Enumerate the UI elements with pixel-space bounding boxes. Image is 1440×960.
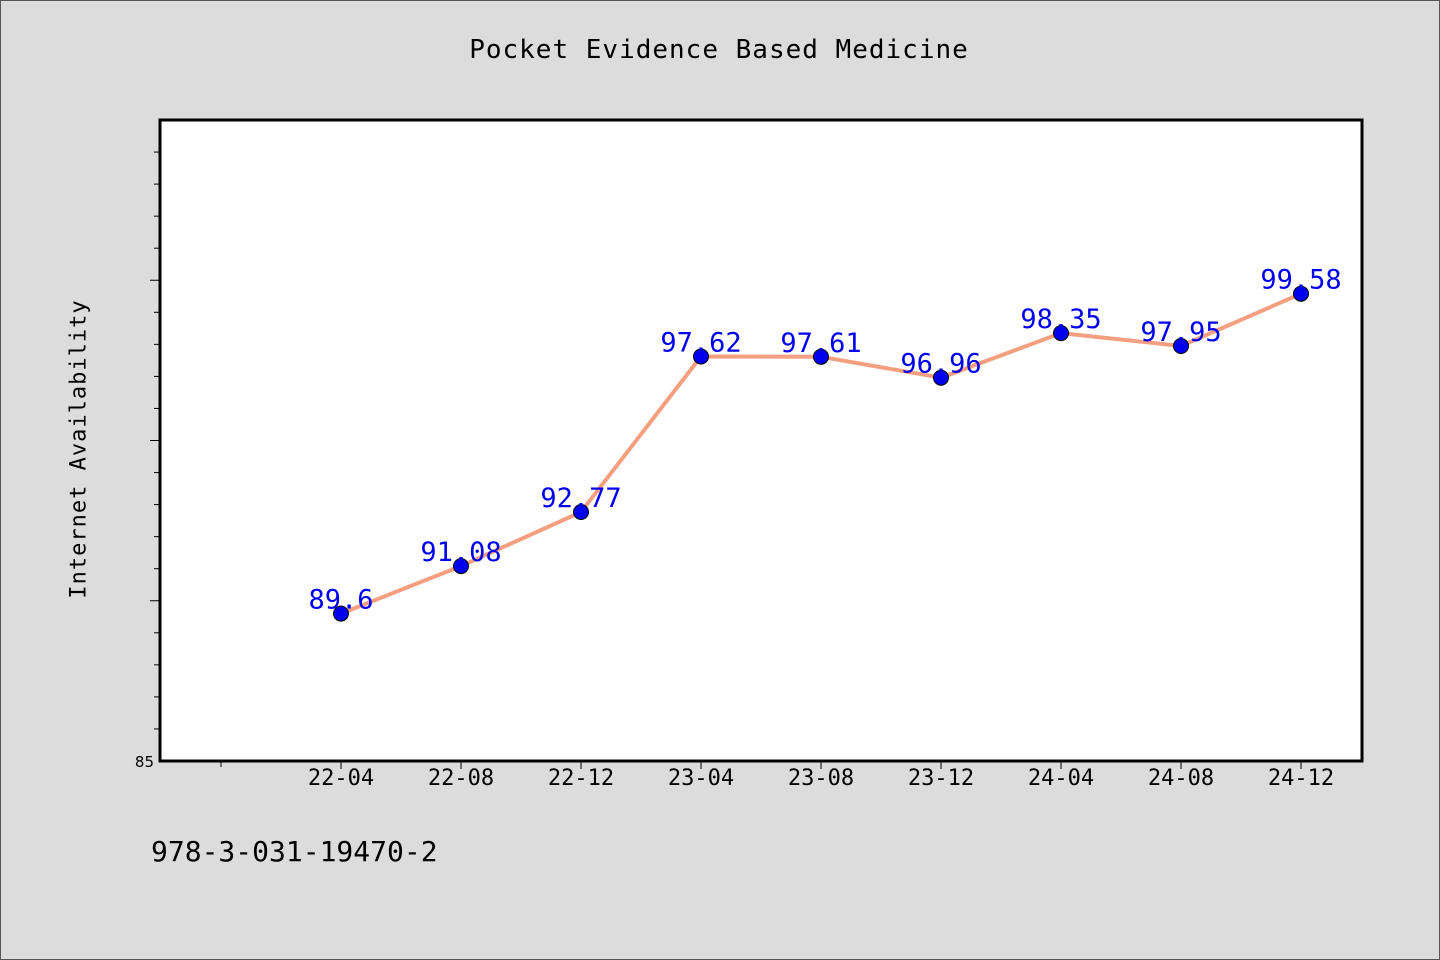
data-label: 98.35 (1020, 304, 1101, 335)
data-point (333, 605, 349, 622)
y-tick-label: 85 (135, 753, 154, 771)
data-label: 97.61 (780, 328, 861, 359)
data-point (1173, 338, 1189, 354)
plot-area (160, 120, 1362, 761)
x-tick-label: 24-04 (1028, 766, 1094, 791)
data-point (453, 558, 469, 575)
data-point (1293, 285, 1309, 302)
series-markers (333, 285, 1309, 622)
data-point (933, 369, 949, 386)
x-tick-label: 23-12 (908, 766, 974, 791)
data-point (573, 504, 589, 520)
data-label: 97.95 (1140, 317, 1221, 348)
x-tick-label: 22-08 (428, 766, 494, 791)
data-point (693, 348, 709, 365)
x-tick-label: 22-12 (548, 766, 614, 791)
data-label: 91.08 (420, 537, 501, 568)
x-tick-label: 23-04 (668, 766, 734, 791)
data-label: 97.62 (660, 328, 741, 359)
data-point (813, 348, 829, 365)
data-label: 99.58 (1260, 265, 1341, 296)
data-labels: 89.6 91.08 92.77 97.62 97.61 96.96 98.35 97.95 9… (308, 265, 1341, 616)
data-label: 96.96 (900, 349, 981, 380)
x-tick-label: 24-08 (1148, 766, 1214, 791)
x-tick-label: 24-12 (1268, 766, 1334, 791)
x-tick-label: 22-04 (308, 766, 374, 791)
data-label: 92.77 (540, 483, 621, 514)
chart-title: Pocket Evidence Based Medicine (469, 35, 969, 65)
plot-frame (158, 118, 1364, 763)
x-tick-label: 23-08 (788, 766, 854, 791)
data-label: 89.6 (308, 585, 373, 616)
footer-code: 978-3-031-19470-2 (151, 835, 438, 868)
data-point (1053, 325, 1069, 342)
x-ticks: 22-04 22-08 22-12 23-04 23-08 23-12 24-04 24-08… (220, 761, 1334, 791)
